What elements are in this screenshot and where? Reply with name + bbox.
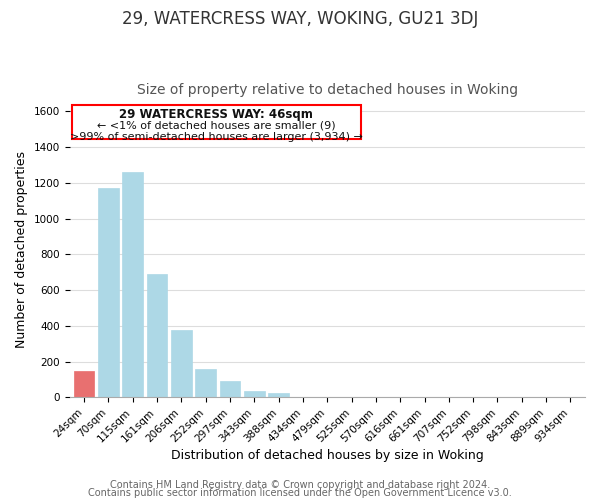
Bar: [244, 390, 265, 398]
Text: ← <1% of detached houses are smaller (9): ← <1% of detached houses are smaller (9): [97, 120, 336, 130]
Text: Contains HM Land Registry data © Crown copyright and database right 2024.: Contains HM Land Registry data © Crown c…: [110, 480, 490, 490]
Bar: [122, 172, 143, 398]
Title: Size of property relative to detached houses in Woking: Size of property relative to detached ho…: [137, 83, 518, 97]
Text: 29, WATERCRESS WAY, WOKING, GU21 3DJ: 29, WATERCRESS WAY, WOKING, GU21 3DJ: [122, 10, 478, 28]
Text: 29 WATERCRESS WAY: 46sqm: 29 WATERCRESS WAY: 46sqm: [119, 108, 313, 121]
Bar: [196, 369, 216, 398]
Bar: [74, 370, 94, 398]
Y-axis label: Number of detached properties: Number of detached properties: [15, 152, 28, 348]
FancyBboxPatch shape: [72, 106, 361, 139]
Text: Contains public sector information licensed under the Open Government Licence v3: Contains public sector information licen…: [88, 488, 512, 498]
Bar: [98, 188, 119, 398]
Bar: [171, 330, 192, 398]
Text: >99% of semi-detached houses are larger (3,934) →: >99% of semi-detached houses are larger …: [70, 132, 363, 142]
Bar: [268, 394, 289, 398]
Bar: [220, 381, 241, 398]
Bar: [147, 274, 167, 398]
X-axis label: Distribution of detached houses by size in Woking: Distribution of detached houses by size …: [171, 450, 484, 462]
